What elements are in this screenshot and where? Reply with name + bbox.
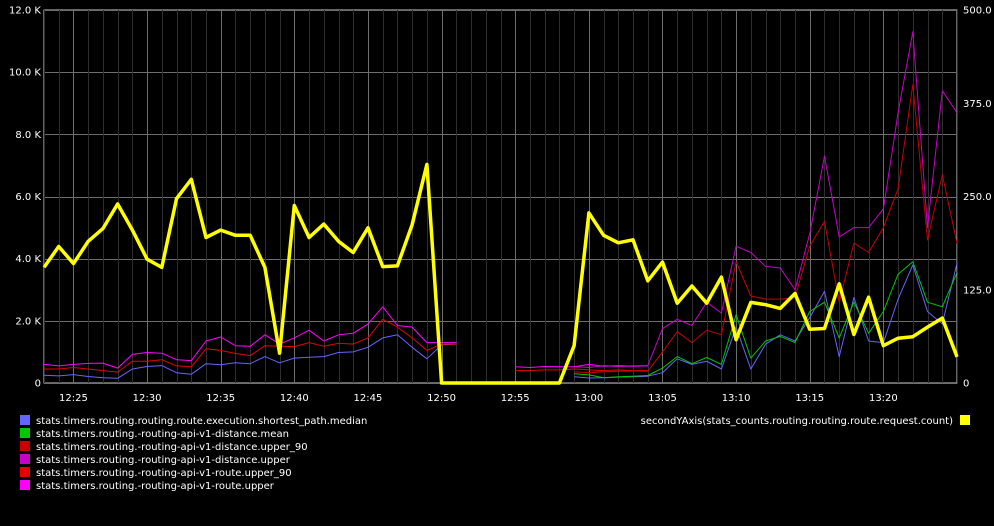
y-right-tick-label: 500.0 <box>963 6 992 17</box>
series-line-1 <box>574 261 958 379</box>
y-right-tick-label: 375.0 <box>963 99 992 110</box>
legend-label: secondYAxis(stats_counts.routing.routing… <box>641 416 953 427</box>
y-left-tick-label: 12.0 K <box>9 6 41 17</box>
x-tick-label: 12:45 <box>354 393 383 404</box>
x-tick-label: 12:35 <box>206 393 235 404</box>
x-tick-label: 12:55 <box>501 393 530 404</box>
legend-label: stats.timers.routing.-routing-api-v1-dis… <box>36 455 291 466</box>
y-right-tick-label: 125.0 <box>963 285 992 296</box>
x-tick-label: 13:05 <box>648 393 677 404</box>
series-line-5 <box>43 306 457 369</box>
y-right-tick-label: 0 <box>963 379 969 390</box>
legend-swatch <box>20 454 30 464</box>
y-left-tick-label: 6.0 K <box>15 192 41 203</box>
legend-label: stats.timers.routing.-routing-api-v1-dis… <box>36 442 308 453</box>
legend-label: stats.timers.routing.-routing-api-v1-rou… <box>36 468 292 479</box>
series-line-5 <box>515 363 648 368</box>
x-tick-label: 12:25 <box>59 393 88 404</box>
x-tick-label: 13:20 <box>869 393 898 404</box>
y-left-tick-label: 2.0 K <box>15 316 41 327</box>
series-line-0 <box>43 334 457 379</box>
y-left-tick-label: 8.0 K <box>15 130 41 141</box>
legend-swatch <box>20 480 30 490</box>
x-tick-label: 13:00 <box>574 393 603 404</box>
legend-label: stats.timers.routing.-routing-api-v1-rou… <box>36 481 275 492</box>
legend-swatch <box>20 467 30 477</box>
x-tick-label: 12:30 <box>133 393 162 404</box>
legend-swatch <box>20 428 30 438</box>
axes: 0 2.0 K 4.0 K 6.0 K 8.0 K 10.0 K 12.0 K 0 125.0 2… <box>9 6 992 405</box>
y-right-tick-label: 250.0 <box>963 192 992 203</box>
series-line-0 <box>574 263 958 379</box>
legend: stats.timers.routing.routing.route.execu… <box>20 415 970 492</box>
x-tick-label: 13:10 <box>722 393 751 404</box>
y-left-tick-label: 10.0 K <box>9 68 41 79</box>
legend-swatch <box>20 441 30 451</box>
legend-label: stats.timers.routing.-routing-api-v1-dis… <box>36 429 289 440</box>
series-lines <box>42 31 959 385</box>
x-tick-label: 12:50 <box>427 393 456 404</box>
x-tick-label: 13:15 <box>795 393 824 404</box>
series-line-4 <box>44 318 457 373</box>
y-left-tick-label: 4.0 K <box>15 254 41 265</box>
legend-swatch <box>960 415 970 425</box>
y-left-tick-label: 0 <box>35 379 41 390</box>
series-line-6 <box>42 162 959 385</box>
series-line-4 <box>515 368 648 372</box>
legend-swatch <box>20 415 30 425</box>
x-tick-label: 12:40 <box>280 393 309 404</box>
legend-label: stats.timers.routing.routing.route.execu… <box>36 416 367 427</box>
